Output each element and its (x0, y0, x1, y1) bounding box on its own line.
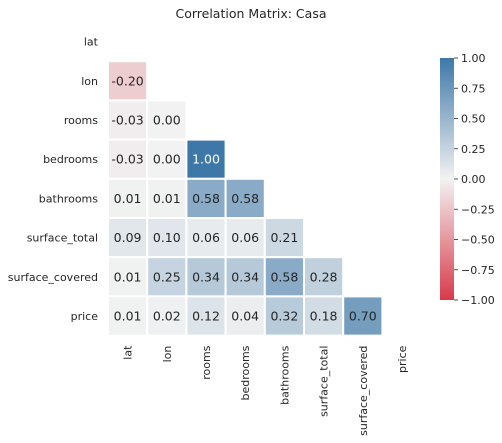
cell-value-label: 0.04 (231, 309, 259, 324)
colorbar-tick-label: −1.00 (461, 294, 495, 307)
heatmap-cell-bedrooms-rooms (185, 138, 227, 180)
heatmap-cell-bathrooms-lon (146, 177, 188, 220)
cell-value-label: -0.03 (111, 152, 143, 167)
chart-title: Correlation Matrix: Casa (175, 6, 326, 21)
heatmap-cells (107, 60, 384, 337)
colorbar-tick-label: −0.25 (461, 203, 495, 216)
row-label-surface_total: surface_total (27, 232, 98, 245)
cell-value-label: -0.03 (111, 113, 143, 128)
cell-value-label: 0.10 (153, 230, 181, 245)
row-label-surface_covered: surface_covered (8, 271, 98, 284)
cell-value-label: 0.58 (231, 191, 259, 206)
cell-value-label: 0.58 (270, 269, 298, 284)
heatmap-cell-surface_covered-bathrooms (263, 256, 305, 298)
cell-value-label: 0.00 (153, 113, 181, 128)
heatmap-cell-price-surface_total (303, 295, 345, 337)
cell-value-label: -0.20 (111, 73, 143, 88)
cell-value-label: 0.01 (153, 191, 181, 206)
row-label-price: price (71, 310, 99, 323)
row-label-lat: lat (84, 36, 99, 49)
cell-value-label: 0.34 (192, 269, 220, 284)
row-label-lon: lon (81, 75, 98, 88)
colorbar-tick-label: 0.25 (461, 143, 486, 156)
cell-value-label: 0.34 (231, 269, 259, 284)
colorbar-gradient (440, 58, 454, 300)
cell-value-label: 0.00 (153, 152, 181, 167)
heatmap-cell-bathrooms-bedrooms (224, 177, 266, 220)
column-label-lat: lat (122, 345, 135, 360)
cell-value-label: 0.21 (270, 230, 298, 245)
colorbar: 1.00 0.75 0.50 0.25 0.00 −0.25 −0.50 −0.75 −1.00 (440, 52, 495, 307)
heatmap-cell-surface_covered-lon (146, 256, 188, 298)
heatmap-cell-price-surface_covered (342, 295, 384, 337)
cell-value-label: 0.01 (114, 191, 142, 206)
column-label-bathrooms: bathrooms (278, 345, 291, 404)
cell-value-label: 0.01 (114, 269, 142, 284)
heatmap-value-labels: -0.20 -0.03 0.00 -0.03 0.00 1.00 0.01 0.01 0.58 0… (111, 73, 376, 323)
column-label-bedrooms: bedrooms (239, 345, 252, 400)
colorbar-tick-label: 0.00 (461, 173, 486, 186)
colorbar-tick-label: 1.00 (461, 52, 486, 65)
cell-value-label: 0.02 (153, 309, 181, 324)
cell-value-label: 0.12 (192, 309, 220, 324)
column-label-surface_covered: surface_covered (357, 346, 370, 436)
colorbar-tick-label: −0.75 (461, 264, 495, 277)
heatmap-cell-price-lon (146, 295, 188, 337)
cell-value-label: 0.06 (192, 230, 220, 245)
cell-value-label: 0.09 (114, 230, 142, 245)
colorbar-tick-label: 0.50 (461, 113, 486, 126)
colorbar-tick-label: 0.75 (461, 82, 486, 95)
row-label-bedrooms: bedrooms (43, 153, 98, 166)
column-label-lon: lon (161, 346, 174, 363)
heatmap-cell-surface_covered-lat (107, 256, 149, 298)
column-label-surface_total: surface_total (318, 346, 331, 417)
row-label-bathrooms: bathrooms (39, 192, 98, 205)
cell-value-label: 0.25 (153, 269, 181, 284)
cell-value-label: 0.28 (310, 269, 338, 284)
column-label-price: price (396, 345, 409, 373)
cell-value-label: 0.06 (231, 230, 259, 245)
cell-value-label: 0.01 (114, 309, 142, 324)
heatmap-cell-price-bedrooms (224, 295, 266, 337)
row-label-rooms: rooms (64, 114, 98, 127)
colorbar-tick-label: −0.50 (461, 234, 495, 247)
column-label-rooms: rooms (200, 345, 213, 379)
cell-value-label: 0.70 (349, 309, 377, 324)
cell-value-label: 0.18 (310, 309, 338, 324)
heatmap-cell-surface_covered-bedrooms (224, 256, 266, 298)
cell-value-label: 0.32 (270, 309, 298, 324)
cell-value-label: 1.00 (192, 152, 220, 167)
column-tick-labels: lat lon rooms bedrooms bathrooms surface_tota… (122, 345, 409, 436)
row-tick-labels: lat lon rooms bedrooms bathrooms surface_tota… (8, 36, 99, 323)
cell-value-label: 0.58 (192, 191, 220, 206)
